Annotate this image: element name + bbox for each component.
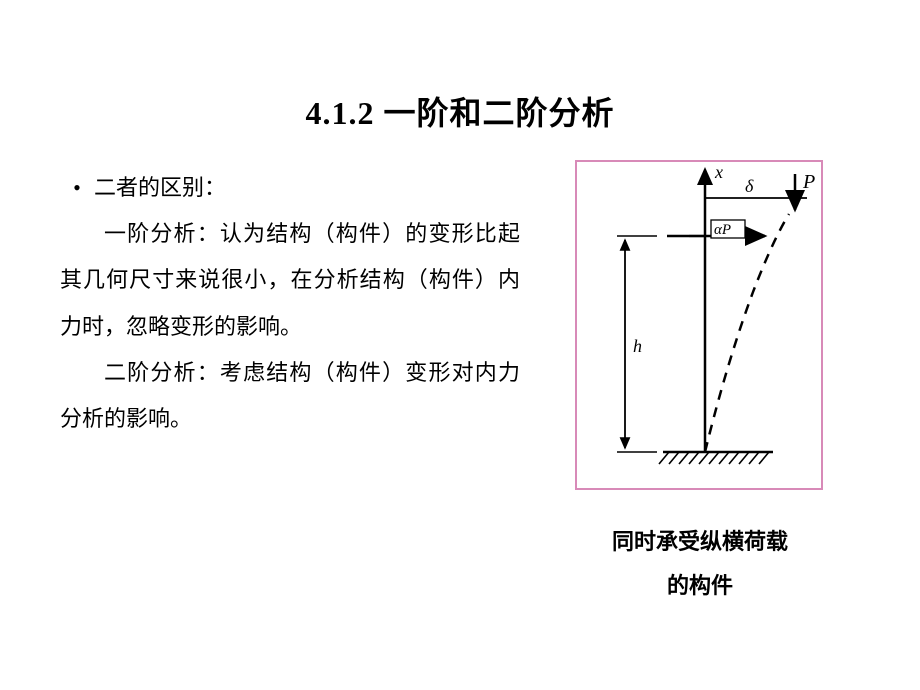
label-delta: δ	[745, 176, 754, 196]
caption-line-2: 的构件	[560, 564, 840, 608]
paragraph-1: 一阶分析：认为结构（构件）的变形比起其几何尺寸来说很小，在分析结构（构件）内力时…	[60, 211, 520, 350]
bullet-dot: •	[60, 165, 94, 211]
label-x: x	[714, 162, 723, 182]
figure-frame: x δ P αP h	[575, 160, 823, 490]
cantilever-diagram: x δ P αP h	[577, 162, 821, 488]
paragraph-2: 二阶分析：考虑结构（构件）变形对内力分析的影响。	[60, 350, 520, 442]
figure-caption: 同时承受纵横荷载 的构件	[560, 520, 840, 608]
slide: 4.1.2 一阶和二阶分析 • 二者的区别： 一阶分析：认为结构（构件）的变形比…	[0, 0, 920, 690]
bullet-label: 二者的区别：	[94, 165, 520, 211]
caption-line-1: 同时承受纵横荷载	[560, 520, 840, 564]
deflected-shape	[705, 214, 789, 452]
label-P: P	[802, 171, 815, 193]
body-text-block: • 二者的区别： 一阶分析：认为结构（构件）的变形比起其几何尺寸来说很小，在分析…	[60, 165, 520, 442]
bullet-row: • 二者的区别：	[60, 165, 520, 211]
label-h: h	[633, 336, 642, 356]
support-hatching	[659, 452, 769, 464]
label-aP: αP	[714, 222, 731, 238]
slide-title: 4.1.2 一阶和二阶分析	[0, 88, 920, 134]
